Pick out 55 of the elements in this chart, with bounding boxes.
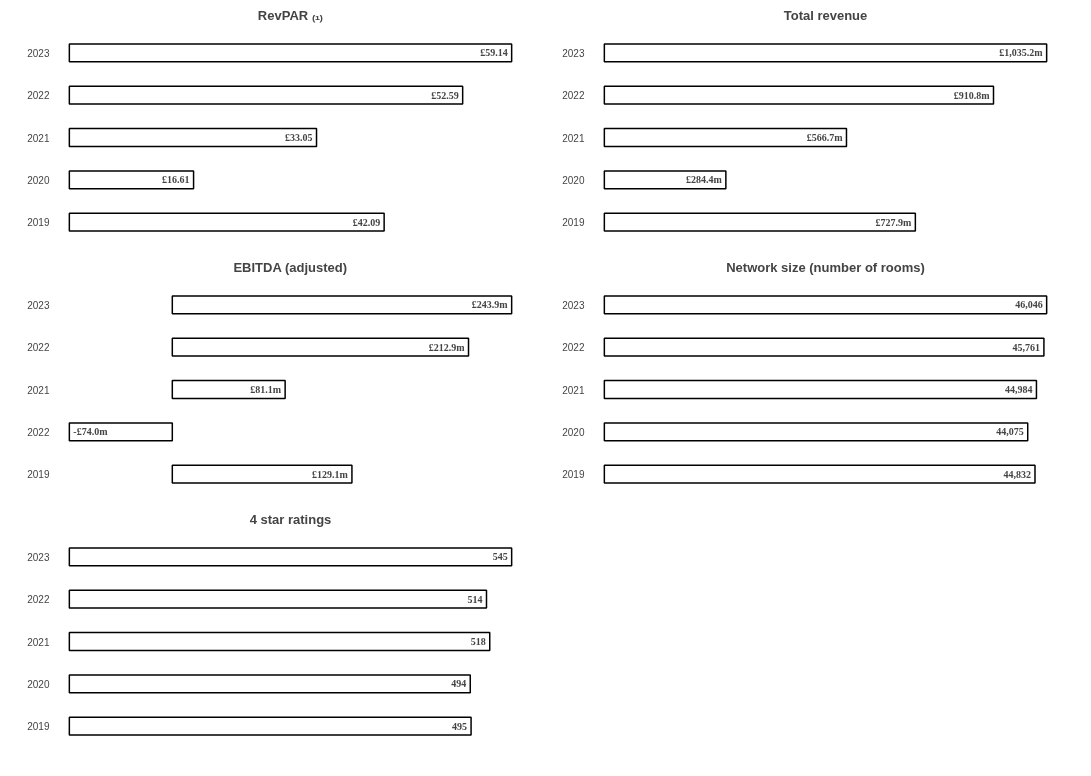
y-tick-label: 2020 bbox=[562, 426, 585, 438]
y-tick-label: 2019 bbox=[27, 217, 50, 229]
data-label: 44,984 bbox=[1004, 384, 1033, 395]
data-label: 44,832 bbox=[1003, 468, 1031, 480]
data-label: £727.9m bbox=[875, 216, 913, 228]
data-label: £129.1m bbox=[312, 468, 349, 480]
y-tick-label: 2019 bbox=[562, 469, 585, 481]
y-tick-label: 2023 bbox=[27, 551, 50, 563]
y-tick-label: 2021 bbox=[27, 636, 50, 648]
data-label: £59.14 bbox=[480, 47, 508, 59]
y-tick-label: 2021 bbox=[27, 132, 50, 144]
y-tick-label: 2019 bbox=[27, 469, 50, 481]
y-tick-label: 2021 bbox=[27, 384, 50, 396]
y-tick-label: 2020 bbox=[27, 678, 50, 690]
data-label: £52.59 bbox=[431, 89, 459, 101]
y-tick-label: 2020 bbox=[562, 174, 585, 186]
y-tick-label: 2021 bbox=[562, 132, 585, 144]
y-tick-label: 2020 bbox=[27, 174, 50, 186]
chart-title: 4 star ratings bbox=[249, 511, 332, 527]
data-label: £284.4m bbox=[686, 174, 723, 186]
chart-title: EBITDA (adjusted) bbox=[233, 259, 348, 275]
data-label: £33.05 bbox=[285, 132, 313, 143]
y-tick-label: 2023 bbox=[562, 299, 585, 311]
y-tick-label: 2019 bbox=[27, 721, 50, 733]
data-label: 46,046 bbox=[1015, 299, 1043, 311]
y-tick-label: 2022 bbox=[562, 342, 585, 354]
y-tick-label: 2022 bbox=[562, 90, 585, 102]
y-tick-label: 2022 bbox=[27, 342, 50, 354]
data-label: 495 bbox=[452, 720, 468, 732]
data-label: £42.09 bbox=[352, 216, 381, 228]
y-tick-label: 2022 bbox=[27, 426, 50, 438]
y-tick-label: 2023 bbox=[27, 47, 50, 59]
data-label: 44,075 bbox=[996, 426, 1024, 438]
data-label: £566.7m bbox=[806, 132, 844, 143]
chart-title: Network size (number of rooms) bbox=[726, 259, 925, 275]
y-tick-label: 2022 bbox=[27, 90, 50, 102]
data-label: £243.9m bbox=[471, 299, 509, 311]
y-tick-label: 2019 bbox=[562, 217, 585, 229]
data-label: 494 bbox=[451, 678, 467, 690]
data-label: £81.1m bbox=[250, 384, 282, 395]
data-label: 518 bbox=[470, 636, 486, 647]
data-label: 545 bbox=[492, 551, 508, 563]
data-label: 45,761 bbox=[1012, 341, 1040, 353]
data-label: -£74.0m bbox=[73, 426, 109, 438]
data-label: £16.61 bbox=[162, 174, 190, 186]
data-label: £910.8m bbox=[953, 89, 991, 101]
data-label: £212.9m bbox=[428, 341, 466, 353]
y-tick-label: 2021 bbox=[562, 384, 585, 396]
chart-title: Total revenue bbox=[783, 7, 868, 23]
y-tick-label: 2023 bbox=[562, 47, 585, 59]
y-tick-label: 2022 bbox=[27, 594, 50, 606]
data-label: £1,035.2m bbox=[999, 47, 1044, 59]
y-tick-label: 2023 bbox=[27, 299, 50, 311]
data-label: 514 bbox=[467, 593, 483, 605]
chart-title: RevPAR ₍₁₎ bbox=[257, 7, 324, 23]
